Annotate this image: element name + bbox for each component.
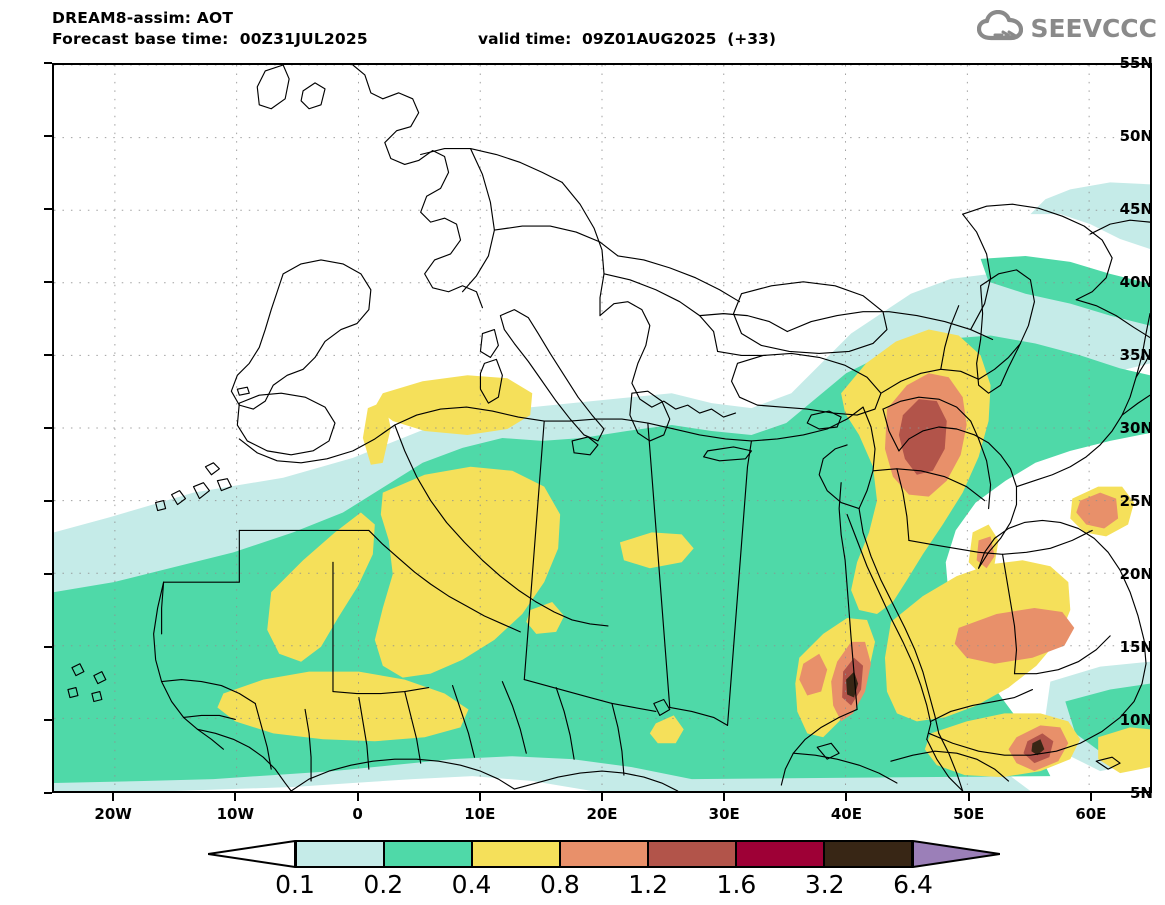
x-axis-tick-mark bbox=[234, 793, 237, 801]
x-axis-tick-mark bbox=[723, 793, 726, 801]
x-axis-tick-mark bbox=[1089, 793, 1092, 801]
y-axis-tick-mark bbox=[44, 646, 52, 648]
x-axis-tick-label: 40E bbox=[830, 805, 862, 823]
colorbar-tick-label: 1.2 bbox=[628, 870, 669, 899]
x-axis-tick-label: 20W bbox=[94, 805, 132, 823]
colorbar-tick-label: 1.6 bbox=[716, 870, 757, 899]
y-axis-tick-label: 30N bbox=[1119, 419, 1153, 437]
y-axis-tick-mark bbox=[44, 135, 52, 137]
x-axis-tick-mark bbox=[356, 793, 359, 801]
x-axis-tick-mark bbox=[478, 793, 481, 801]
x-axis-tick-label: 60E bbox=[1075, 805, 1107, 823]
colorbar-tick-label: 6.4 bbox=[893, 870, 933, 899]
colorbar-block bbox=[825, 842, 911, 866]
y-axis-tick-label: 50N bbox=[1119, 127, 1153, 145]
colorbar-tick-label: 0.8 bbox=[539, 870, 580, 899]
valid-time-label: valid time: 09Z01AUG2025 (+33) bbox=[478, 30, 776, 48]
forecast-base-time-label: Forecast base time: 00Z31JUL2025 bbox=[52, 30, 368, 48]
y-axis-tick-mark bbox=[44, 719, 52, 721]
colorbar-tick-label: 0.4 bbox=[451, 870, 492, 899]
coastlines-and-borders bbox=[67, 65, 1150, 791]
y-axis-tick-label: 10N bbox=[1119, 711, 1153, 729]
y-axis-tick-mark bbox=[44, 500, 52, 502]
colorbar-block bbox=[561, 842, 649, 866]
colorbar-block bbox=[385, 842, 473, 866]
y-axis-tick-mark bbox=[44, 354, 52, 356]
x-axis-tick-label: 20E bbox=[586, 805, 618, 823]
y-axis-tick-mark bbox=[44, 792, 52, 794]
x-axis-tick-label: 10W bbox=[216, 805, 255, 823]
y-axis-tick-label: 15N bbox=[1119, 638, 1153, 656]
x-axis-tick-label: 50E bbox=[953, 805, 985, 823]
header: DREAM8-assim: AOT Forecast base time: 00… bbox=[0, 0, 1165, 58]
colorbar-tick-label: 0.2 bbox=[363, 870, 404, 899]
y-axis-tick-mark bbox=[44, 281, 52, 283]
y-axis-tick-mark bbox=[44, 62, 52, 64]
colorbar-tick-labels: 0.1 0.2 0.4 0.8 1.2 1.6 3.2 6.4 bbox=[208, 870, 1000, 902]
aot-contour-map bbox=[54, 65, 1150, 791]
x-axis-tick-label: 30E bbox=[708, 805, 740, 823]
colorbar-block bbox=[297, 842, 385, 866]
x-axis-tick-label: 10E bbox=[464, 805, 496, 823]
cloud-icon bbox=[977, 9, 1024, 46]
seevccc-logo: SEEVCCC bbox=[977, 8, 1157, 48]
y-axis-tick-mark bbox=[44, 208, 52, 210]
y-axis-tick-label: 40N bbox=[1119, 273, 1153, 291]
y-axis-tick-label: 20N bbox=[1119, 565, 1153, 583]
colorbar[interactable]: 0.1 0.2 0.4 0.8 1.2 1.6 3.2 6.4 bbox=[208, 840, 1000, 899]
x-axis-tick-mark bbox=[112, 793, 115, 801]
x-axis-tick-mark bbox=[601, 793, 603, 801]
y-axis-tick-label: 55N bbox=[1119, 54, 1153, 72]
page-title: DREAM8-assim: AOT bbox=[52, 9, 234, 27]
y-axis-tick-label: 45N bbox=[1119, 200, 1153, 218]
y-axis-tick-label: 25N bbox=[1119, 492, 1153, 510]
colorbar-block bbox=[473, 842, 561, 866]
colorbar-block bbox=[737, 842, 825, 866]
y-axis-tick-mark bbox=[44, 427, 52, 429]
x-axis-tick-mark bbox=[967, 793, 970, 801]
colorbar-block bbox=[649, 842, 737, 866]
y-axis-tick-mark bbox=[44, 573, 52, 575]
x-axis-tick-label: 0 bbox=[352, 805, 363, 823]
y-axis-tick-label: 35N bbox=[1119, 346, 1153, 364]
colorbar-tick-label: 0.1 bbox=[275, 870, 315, 899]
colorbar-tick-label: 3.2 bbox=[804, 870, 845, 899]
x-axis-tick-mark bbox=[845, 793, 848, 801]
colorbar-blocks bbox=[295, 840, 913, 868]
map-plot-area[interactable] bbox=[52, 63, 1152, 793]
logo-text: SEEVCCC bbox=[1030, 13, 1157, 43]
y-axis-tick-label: 5N bbox=[1130, 784, 1153, 802]
